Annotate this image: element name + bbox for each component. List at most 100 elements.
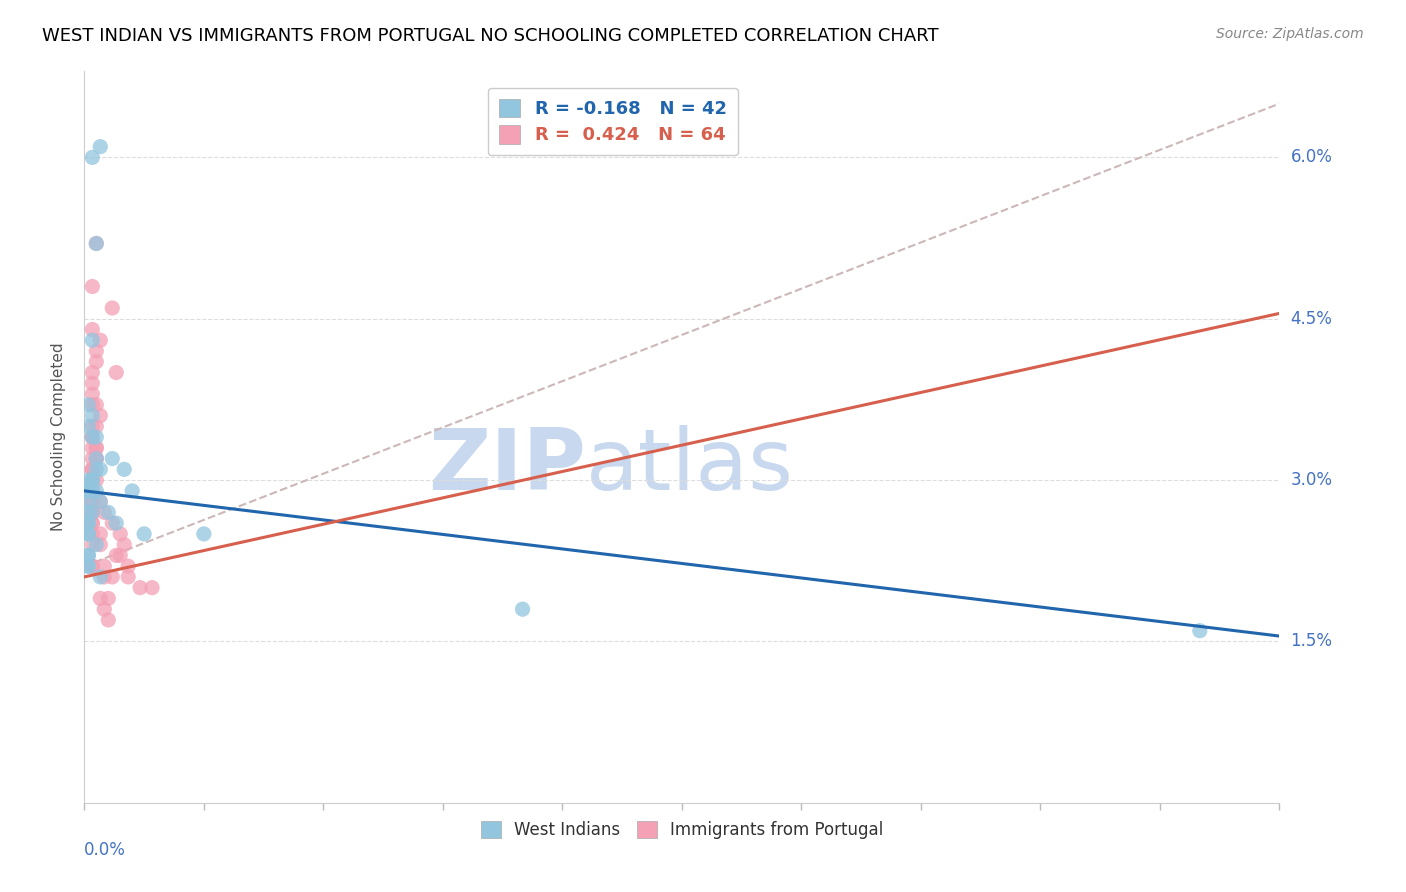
Text: 1.5%: 1.5%	[1291, 632, 1333, 650]
Point	[82, 559, 104, 574]
Text: 6.0%: 6.0%	[1291, 148, 1333, 167]
Point	[77, 494, 100, 508]
Point	[82, 366, 104, 380]
Point	[86, 398, 108, 412]
Point	[86, 441, 108, 455]
Point	[97, 613, 120, 627]
Point	[112, 462, 135, 476]
Point	[112, 538, 135, 552]
Point	[82, 430, 104, 444]
Point	[77, 483, 100, 498]
Point	[77, 473, 100, 487]
Point	[86, 441, 108, 455]
Point	[77, 516, 100, 530]
Text: Source: ZipAtlas.com: Source: ZipAtlas.com	[1216, 27, 1364, 41]
Point	[101, 301, 124, 315]
Point	[82, 333, 104, 347]
Point	[77, 505, 100, 519]
Point	[82, 483, 104, 498]
Point	[89, 139, 111, 153]
Point	[82, 483, 104, 498]
Point	[82, 473, 104, 487]
Point	[82, 494, 104, 508]
Point	[82, 516, 104, 530]
Point	[82, 505, 104, 519]
Point	[117, 570, 139, 584]
Point	[82, 483, 104, 498]
Point	[82, 441, 104, 455]
Point	[82, 451, 104, 466]
Point	[86, 419, 108, 434]
Point	[86, 451, 108, 466]
Point	[77, 549, 100, 563]
Point	[77, 483, 100, 498]
Point	[93, 602, 115, 616]
Point	[82, 322, 104, 336]
Point	[77, 398, 100, 412]
Point	[89, 570, 111, 584]
Point	[77, 527, 100, 541]
Point	[129, 581, 152, 595]
Point	[82, 387, 104, 401]
Point	[132, 527, 156, 541]
Point	[86, 462, 108, 476]
Y-axis label: No Schooling Completed: No Schooling Completed	[51, 343, 66, 532]
Point	[77, 559, 100, 574]
Point	[105, 516, 128, 530]
Point	[82, 473, 104, 487]
Point	[86, 451, 108, 466]
Point	[82, 483, 104, 498]
Point	[86, 538, 108, 552]
Text: 0.0%: 0.0%	[84, 841, 127, 859]
Point	[93, 570, 115, 584]
Point	[1188, 624, 1211, 638]
Point	[82, 398, 104, 412]
Point	[82, 462, 104, 476]
Point	[121, 483, 143, 498]
Point	[82, 559, 104, 574]
Point	[93, 559, 115, 574]
Point	[86, 451, 108, 466]
Point	[101, 451, 124, 466]
Point	[82, 538, 104, 552]
Point	[82, 462, 104, 476]
Point	[101, 516, 124, 530]
Point	[141, 581, 163, 595]
Text: 3.0%: 3.0%	[1291, 471, 1333, 489]
Point	[82, 409, 104, 423]
Point	[89, 494, 111, 508]
Point	[97, 591, 120, 606]
Point	[86, 355, 108, 369]
Point	[82, 473, 104, 487]
Point	[512, 602, 534, 616]
Point	[77, 516, 100, 530]
Point	[77, 527, 100, 541]
Legend: West Indians, Immigrants from Portugal: West Indians, Immigrants from Portugal	[474, 814, 890, 846]
Point	[89, 409, 111, 423]
Point	[110, 527, 132, 541]
Point	[89, 538, 111, 552]
Point	[82, 150, 104, 164]
Point	[82, 505, 104, 519]
Point	[82, 505, 104, 519]
Point	[82, 516, 104, 530]
Point	[110, 549, 132, 563]
Point	[89, 527, 111, 541]
Point	[89, 494, 111, 508]
Text: 4.5%: 4.5%	[1291, 310, 1333, 327]
Point	[82, 279, 104, 293]
Point	[77, 549, 100, 563]
Point	[117, 559, 139, 574]
Point	[86, 236, 108, 251]
Point	[82, 376, 104, 391]
Point	[82, 430, 104, 444]
Point	[93, 505, 115, 519]
Point	[82, 527, 104, 541]
Point	[82, 494, 104, 508]
Point	[82, 473, 104, 487]
Point	[86, 236, 108, 251]
Point	[82, 430, 104, 444]
Point	[101, 570, 124, 584]
Point	[97, 505, 120, 519]
Point	[105, 366, 128, 380]
